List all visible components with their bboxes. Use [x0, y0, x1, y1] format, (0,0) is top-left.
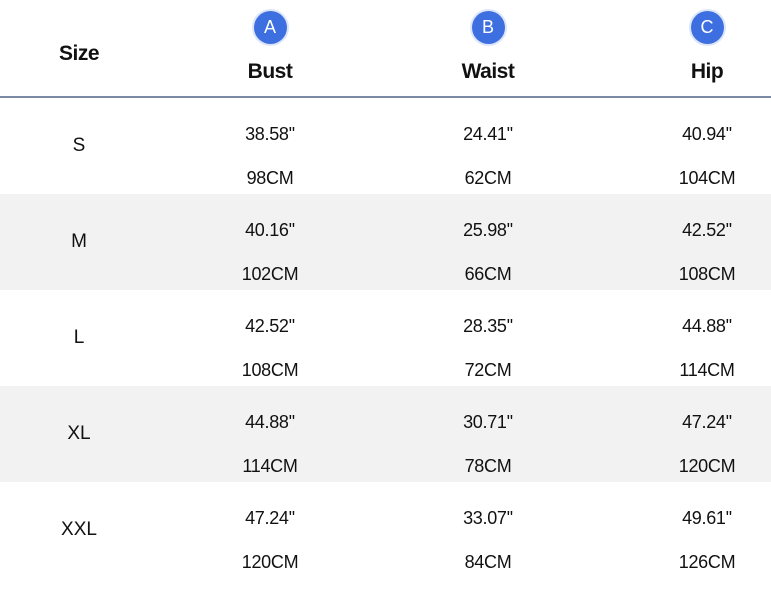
- hip-column-header: C Hip: [637, 8, 771, 84]
- hip-inches: 42.52'': [682, 220, 732, 240]
- bust-letter-badge: A: [253, 11, 287, 44]
- bust-inches: 38.58'': [245, 124, 295, 144]
- table-row: XL 44.88'' 114CM 30.71'' 78CM 47.24'' 12…: [0, 386, 771, 482]
- waist-cm: 72CM: [464, 360, 512, 380]
- bust-cm: 120CM: [241, 552, 299, 572]
- bust-cm: 114CM: [242, 456, 298, 476]
- size-label: XL: [67, 423, 91, 444]
- hip-cm: 108CM: [678, 264, 736, 284]
- hip-cm: 114CM: [679, 360, 735, 380]
- hip-column-label: Hip: [690, 60, 724, 83]
- waist-column-header: B Waist: [418, 8, 558, 84]
- waist-inches: 28.35'': [463, 316, 513, 336]
- bust-inches: 44.88'': [245, 412, 295, 432]
- hip-cm: 104CM: [678, 168, 736, 188]
- size-label: M: [71, 231, 87, 252]
- waist-cm: 66CM: [464, 264, 512, 284]
- hip-cm: 126CM: [678, 552, 736, 572]
- waist-cm: 78CM: [464, 456, 512, 476]
- bust-inches: 40.16'': [245, 220, 295, 240]
- size-label: L: [73, 327, 85, 348]
- bust-cm: 98CM: [246, 168, 294, 188]
- waist-column-label: Waist: [461, 60, 515, 83]
- table-row: S 38.58'' 98CM 24.41'' 62CM 40.94'' 104C…: [0, 98, 771, 194]
- hip-letter-badge: C: [690, 11, 724, 44]
- bust-inches: 42.52'': [245, 316, 295, 336]
- waist-inches: 25.98'': [463, 220, 513, 240]
- waist-inches: 30.71'': [463, 412, 513, 432]
- hip-inches: 47.24'': [682, 412, 732, 432]
- hip-inches: 44.88'': [682, 316, 732, 336]
- size-label: XXL: [61, 519, 97, 540]
- bust-column-header: A Bust: [200, 8, 340, 84]
- bust-cm: 108CM: [241, 360, 299, 380]
- waist-inches: 33.07'': [463, 508, 513, 528]
- hip-cm: 120CM: [678, 456, 736, 476]
- hip-inches: 40.94'': [682, 124, 732, 144]
- bust-column-label: Bust: [247, 60, 293, 83]
- bust-cm: 102CM: [241, 264, 299, 284]
- table-row: M 40.16'' 102CM 25.98'' 66CM 42.52'' 108…: [0, 194, 771, 290]
- hip-inches: 49.61'': [682, 508, 732, 528]
- waist-cm: 84CM: [464, 552, 512, 572]
- size-label: S: [72, 135, 86, 156]
- waist-inches: 24.41'': [463, 124, 513, 144]
- header-divider: [0, 96, 771, 98]
- table-row: XXL 47.24'' 120CM 33.07'' 84CM 49.61'' 1…: [0, 482, 771, 578]
- waist-cm: 62CM: [464, 168, 512, 188]
- table-row: L 42.52'' 108CM 28.35'' 72CM 44.88'' 114…: [0, 290, 771, 386]
- size-table-body: S 38.58'' 98CM 24.41'' 62CM 40.94'' 104C…: [0, 98, 771, 578]
- size-column-header: Size: [58, 42, 100, 65]
- bust-inches: 47.24'': [245, 508, 295, 528]
- table-header: Size A Bust B Waist C Hip: [0, 0, 771, 96]
- waist-letter-badge: B: [471, 11, 505, 44]
